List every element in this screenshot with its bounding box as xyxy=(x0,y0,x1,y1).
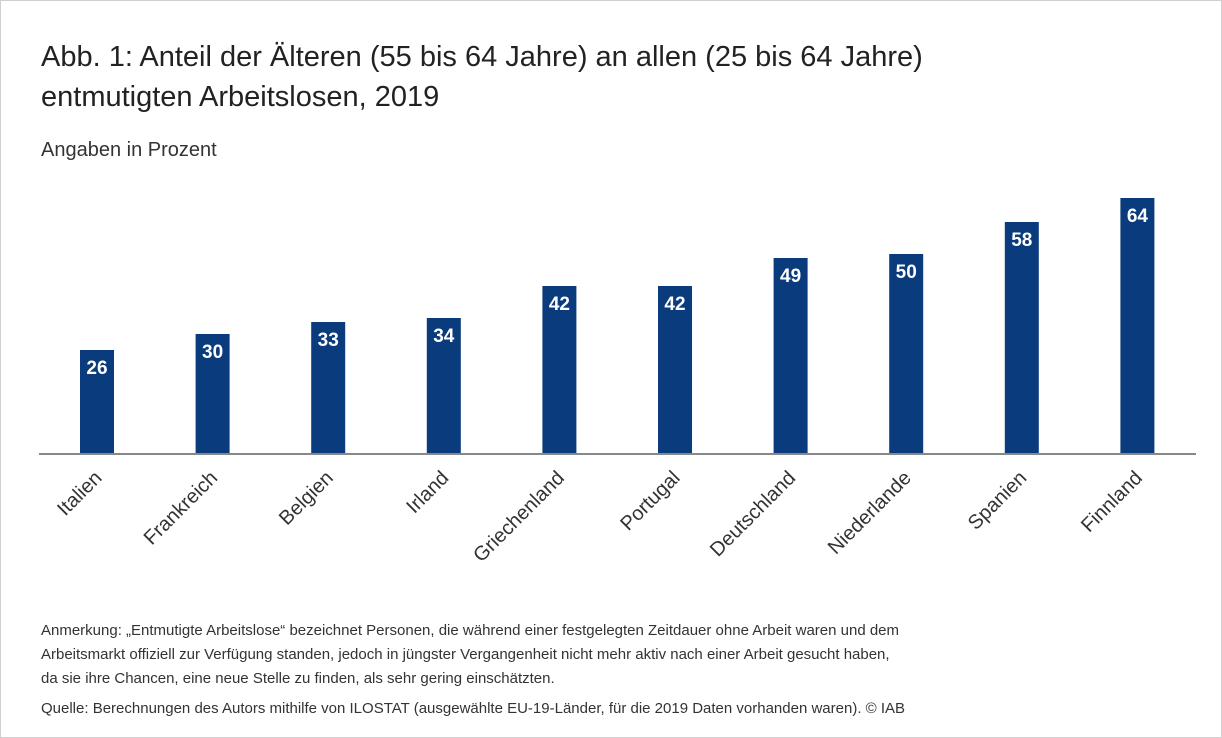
value-label: 42 xyxy=(549,294,570,315)
x-tick-label: Irland xyxy=(402,467,453,518)
source: Quelle: Berechnungen des Autors mithilfe… xyxy=(41,700,906,717)
x-tick-label: Frankreich xyxy=(140,467,222,549)
value-label: 42 xyxy=(664,294,685,315)
value-label: 26 xyxy=(86,358,107,379)
bar xyxy=(542,286,577,454)
value-label: 49 xyxy=(780,266,801,287)
note: Arbeitsmarkt offiziell zur Verfügung sta… xyxy=(41,646,890,663)
bar xyxy=(658,286,692,454)
value-label: 34 xyxy=(433,326,455,347)
x-tick-label: Belgien xyxy=(275,467,338,530)
bar xyxy=(195,334,230,454)
bar xyxy=(889,254,924,454)
note: Anmerkung: „Entmutigte Arbeitslose“ beze… xyxy=(41,622,900,639)
value-label: 30 xyxy=(202,342,223,363)
bar xyxy=(773,258,808,454)
value-label: 50 xyxy=(896,262,917,283)
bar xyxy=(311,322,346,454)
value-label: 33 xyxy=(318,330,339,351)
chart-subtitle: Angaben in Prozent xyxy=(41,139,217,161)
value-label: 64 xyxy=(1127,206,1149,227)
x-tick-label: Finnland xyxy=(1077,467,1147,537)
chart-title: entmutigten Arbeitslosen, 2019 xyxy=(41,81,440,113)
bar xyxy=(1120,198,1155,454)
x-tick-label: Niederlande xyxy=(824,467,916,559)
x-tick-label: Griechenland xyxy=(469,467,569,567)
bar xyxy=(80,350,114,454)
x-tick-label: Portugal xyxy=(616,467,684,535)
chart-title: Abb. 1: Anteil der Älteren (55 bis 64 Ja… xyxy=(41,41,923,73)
note: da sie ihre Chancen, eine neue Stelle zu… xyxy=(41,670,555,687)
bar xyxy=(1004,222,1039,454)
bar xyxy=(426,318,461,454)
x-tick-label: Deutschland xyxy=(706,467,800,561)
value-label: 58 xyxy=(1011,230,1032,251)
x-tick-label: Italien xyxy=(53,467,106,520)
x-tick-label: Spanien xyxy=(964,467,1031,534)
